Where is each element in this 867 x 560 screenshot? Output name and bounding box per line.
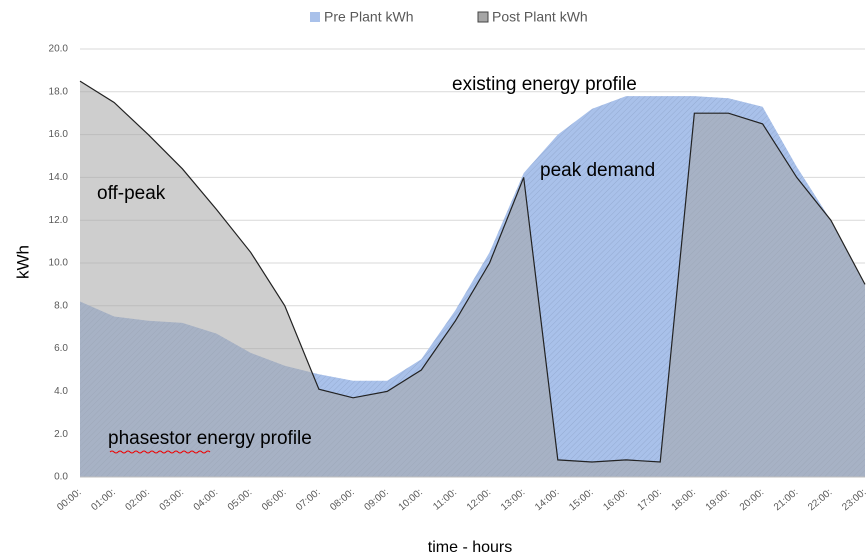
x-tick-label: 18:00: <box>670 487 698 513</box>
x-tick-label: 04:00: <box>192 487 220 513</box>
x-tick-label: 00:00: <box>55 487 83 513</box>
y-tick-label: 16.0 <box>49 129 69 140</box>
x-axis-label: time - hours <box>428 539 512 556</box>
x-tick-label: 03:00: <box>158 487 186 513</box>
y-tick-label: 8.0 <box>54 300 68 311</box>
x-tick-label: 09:00: <box>362 487 390 513</box>
x-tick-label: 08:00: <box>328 487 356 513</box>
area <box>80 81 865 477</box>
annotation: peak demand <box>540 160 655 181</box>
y-tick-label: 6.0 <box>54 343 68 354</box>
annotation: off-peak <box>97 183 166 204</box>
x-tick-label: 21:00: <box>772 487 800 513</box>
x-tick-label: 17:00: <box>635 487 663 513</box>
y-axis-label: kWh <box>13 245 32 279</box>
x-tick-label: 12:00: <box>465 487 493 513</box>
x-tick-label: 23:00: <box>840 487 867 513</box>
y-tick-label: 10.0 <box>49 258 69 269</box>
annotation: existing energy profile <box>452 74 637 95</box>
x-tick-label: 06:00: <box>260 487 288 513</box>
y-tick-label: 14.0 <box>49 172 69 183</box>
y-tick-label: 2.0 <box>54 429 68 440</box>
legend-swatch <box>477 11 489 23</box>
x-tick-label: 13:00: <box>499 487 527 513</box>
legend-swatch <box>310 12 320 22</box>
x-tick-label: 05:00: <box>226 487 254 513</box>
x-tick-label: 19:00: <box>704 487 732 513</box>
y-tick-label: 20.0 <box>49 44 69 55</box>
x-tick-label: 10:00: <box>397 487 425 513</box>
x-tick-label: 02:00: <box>124 487 152 513</box>
x-tick-label: 11:00: <box>431 487 459 513</box>
line <box>79 80 866 463</box>
y-tick-label: 12.0 <box>49 215 69 226</box>
annotation: phasestor energy profile <box>108 428 312 449</box>
legend-label: Pre Plant kWh <box>324 9 413 25</box>
x-tick-label: 14:00: <box>533 487 561 513</box>
y-tick-label: 0.0 <box>54 472 68 483</box>
y-tick-label: 18.0 <box>49 86 69 97</box>
spell-underline <box>109 450 211 454</box>
legend-label: Post Plant kWh <box>492 9 588 25</box>
x-tick-label: 20:00: <box>738 487 766 513</box>
x-tick-label: 01:00: <box>89 487 117 513</box>
x-tick-label: 22:00: <box>806 487 834 513</box>
x-tick-label: 15:00: <box>567 487 595 513</box>
x-tick-label: 07:00: <box>294 487 322 513</box>
y-tick-label: 4.0 <box>54 386 68 397</box>
x-tick-label: 16:00: <box>601 487 629 513</box>
